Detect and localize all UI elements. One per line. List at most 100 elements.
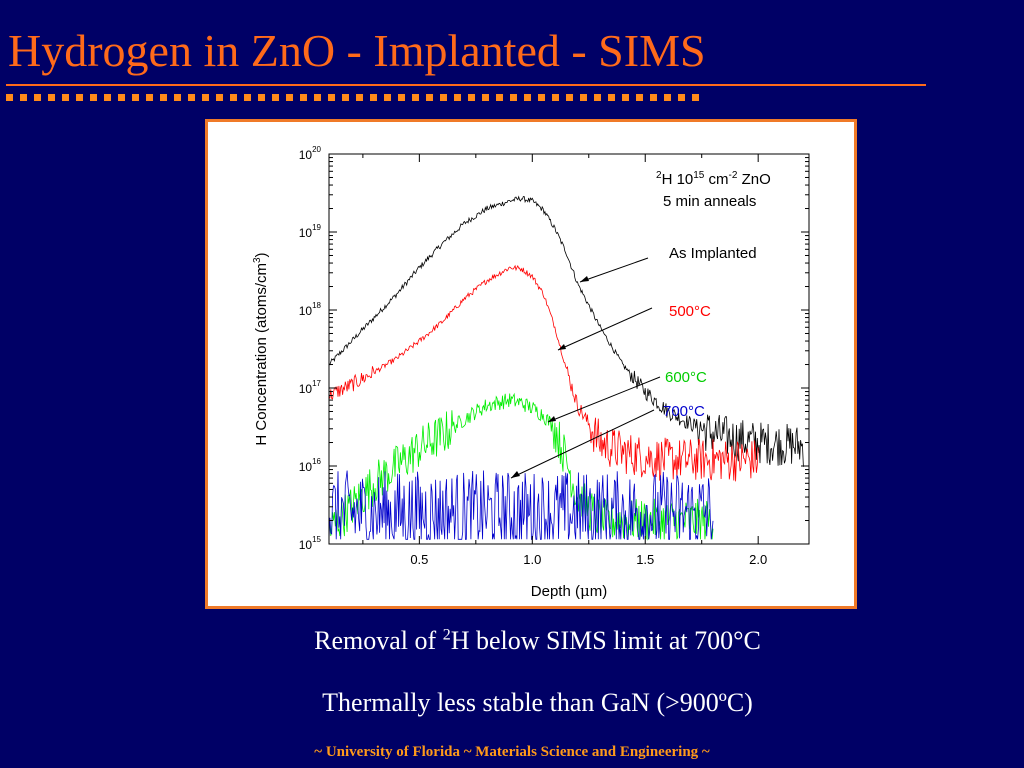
bullet-dot xyxy=(524,94,531,101)
caption-removal-sup: 2 xyxy=(442,626,451,644)
bullet-dot xyxy=(608,94,615,101)
bullet-dot xyxy=(216,94,223,101)
x-tick-label: 0.5 xyxy=(410,552,428,567)
bullet-dot xyxy=(34,94,41,101)
title-underline xyxy=(6,84,926,86)
y-tick-label-exp: 15 xyxy=(312,535,321,544)
series-line-as-implanted xyxy=(328,195,804,467)
bullet-dot xyxy=(258,94,265,101)
caption-stability: Thermally less stable than GaN (>900ºC) xyxy=(322,688,753,717)
caption-removal: Removal of 2H below SIMS limit at 700°C xyxy=(0,626,1024,656)
arrowhead-700c xyxy=(511,471,520,478)
y-axis-label: H Concentration (atoms/cm3) xyxy=(252,252,270,445)
y-tick-label-exp: 20 xyxy=(312,145,321,154)
x-axis-label-prefix: Depth ( xyxy=(531,583,580,600)
bullet-dot xyxy=(482,94,489,101)
annotation-line1: 2H 1015 cm-2 ZnO xyxy=(656,170,771,188)
bullet-dot xyxy=(692,94,699,101)
bullet-dot xyxy=(76,94,83,101)
annotation-sup-dose: 15 xyxy=(693,170,705,181)
x-axis-label: Depth (μm) xyxy=(531,582,607,600)
series-line-700c xyxy=(328,470,714,540)
x-tick-label: 1.0 xyxy=(523,552,541,567)
y-tick-label-base: 10 xyxy=(299,460,313,474)
y-tick-label-base: 10 xyxy=(299,382,313,396)
bullet-dot xyxy=(510,94,517,101)
bullet-dot xyxy=(202,94,209,101)
bullet-dot xyxy=(62,94,69,101)
arrow-500c xyxy=(557,307,653,351)
bullet-dot xyxy=(132,94,139,101)
bullet-dot xyxy=(342,94,349,101)
caption-removal-suffix: H below SIMS limit at 700°C xyxy=(450,626,761,655)
y-axis-label-close: ) xyxy=(253,252,270,257)
series-layer xyxy=(328,195,804,541)
bullet-dot xyxy=(6,94,13,101)
bullet-dot xyxy=(230,94,237,101)
bullet-dot xyxy=(398,94,405,101)
annotation-text-cm: cm xyxy=(704,171,728,188)
bullet-dot xyxy=(356,94,363,101)
arrowhead-500c xyxy=(558,344,566,350)
bullet-dot xyxy=(552,94,559,101)
plot-frame xyxy=(328,153,810,545)
slide-title: Hydrogen in ZnO - Implanted - SIMS xyxy=(8,25,706,76)
y-tick-label: 1019 xyxy=(299,223,322,240)
y-tick-label-exp: 16 xyxy=(312,457,321,466)
annotation-line2: 5 min anneals xyxy=(663,193,756,210)
annotation-text-h: H 10 xyxy=(662,171,694,188)
y-tick-label: 1015 xyxy=(299,535,322,552)
bullet-dot xyxy=(580,94,587,101)
annotation-sup-unit: -2 xyxy=(729,170,738,181)
bullet-dot xyxy=(328,94,335,101)
slide-footer: ~ University of Florida ~ Materials Scie… xyxy=(314,744,710,760)
bullet-dot xyxy=(104,94,111,101)
bullet-dot xyxy=(160,94,167,101)
y-axis-label-text: H Concentration (atoms/cm xyxy=(253,263,270,446)
bullet-dot xyxy=(468,94,475,101)
arrow-700c xyxy=(510,409,655,479)
chart-panel: 1015 1016 1017 1018 1019 1020 0.5 1.0 1.5 2.0 2H … xyxy=(205,119,857,609)
y-tick-label: 1016 xyxy=(299,457,322,474)
bullet-dot xyxy=(48,94,55,101)
x-axis-label-suffix: m) xyxy=(590,583,608,600)
annotation-sup-mass: 2 xyxy=(656,170,662,181)
y-tick-label-exp: 19 xyxy=(312,223,321,232)
bullet-dot xyxy=(594,94,601,101)
arrow-600c xyxy=(547,376,661,423)
y-tick-label: 1020 xyxy=(299,145,322,162)
y-tick-label-base: 10 xyxy=(299,226,313,240)
legend-label-as-implanted: As Implanted xyxy=(669,245,757,262)
series-line-500c xyxy=(328,264,759,482)
series-line-600c xyxy=(328,392,714,541)
bullet-dot xyxy=(90,94,97,101)
arrow-as-implanted xyxy=(579,257,649,283)
bullet-dot xyxy=(314,94,321,101)
caption-removal-prefix: Removal of xyxy=(314,626,443,655)
arrowhead-as-implanted xyxy=(580,276,589,282)
y-tick-label-base: 10 xyxy=(299,538,313,552)
x-axis-label-mu: μ xyxy=(580,582,590,600)
x-tick-label: 1.5 xyxy=(636,552,654,567)
bullet-dot xyxy=(650,94,657,101)
arrowhead-600c xyxy=(548,416,556,422)
y-tick-label-base: 10 xyxy=(299,148,313,162)
y-tick-label-exp: 18 xyxy=(312,301,321,310)
bullet-dot xyxy=(496,94,503,101)
legend-label-600c: 600°C xyxy=(665,369,707,386)
bullet-dot xyxy=(146,94,153,101)
bullet-dot xyxy=(286,94,293,101)
y-tick-label-base: 10 xyxy=(299,304,313,318)
bullet-dot-row xyxy=(6,94,699,102)
x-tick-label: 2.0 xyxy=(749,552,767,567)
bullet-dot xyxy=(384,94,391,101)
bullet-dot xyxy=(538,94,545,101)
bullet-dot xyxy=(440,94,447,101)
bullet-dot xyxy=(272,94,279,101)
y-tick-label: 1018 xyxy=(299,301,322,318)
bullet-dot xyxy=(664,94,671,101)
y-axis-label-sup: 3 xyxy=(252,257,263,263)
bullet-dot xyxy=(244,94,251,101)
